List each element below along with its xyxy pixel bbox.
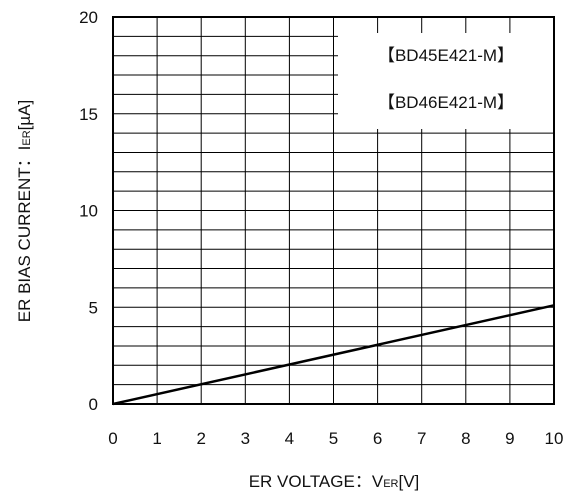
- x-tick-label: 3: [241, 429, 250, 448]
- x-tick-label: 2: [196, 429, 205, 448]
- y-tick-label: 0: [89, 395, 98, 414]
- x-tick-label: 1: [152, 429, 161, 448]
- x-tick-label: 10: [545, 429, 564, 448]
- x-tick-label: 5: [329, 429, 338, 448]
- series: [112, 304, 555, 406]
- legend-item-bd45e421: 【BD45E421-M】: [378, 46, 514, 65]
- series-line-0: [112, 304, 555, 406]
- x-tick-label: 0: [108, 429, 117, 448]
- y-tick-label: 5: [89, 298, 98, 317]
- x-tick-label: 4: [285, 429, 294, 448]
- y-tick-labels: 0 5 10 15 20: [79, 8, 98, 414]
- legend: 【BD45E421-M】 【BD46E421-M】: [338, 33, 554, 129]
- plot-frame: [112, 16, 555, 405]
- x-tick-label: 6: [373, 429, 382, 448]
- x-tick-labels: 0 1 2 3 4 5 6 7 8 9 10: [108, 429, 563, 448]
- legend-item-bd46e421: 【BD46E421-M】: [378, 93, 514, 112]
- y-tick-label: 15: [79, 105, 98, 124]
- legend-box: [338, 33, 554, 129]
- x-tick-label: 8: [461, 429, 470, 448]
- y-tick-label: 10: [79, 202, 98, 221]
- y-tick-label: 20: [79, 8, 98, 27]
- x-tick-label: 9: [505, 429, 514, 448]
- x-axis-title: ER VOLTAGE：VER[V]: [249, 472, 420, 491]
- y-axis-title: ER BIAS CURRENT：IER[µA]: [15, 100, 34, 323]
- x-tick-label: 7: [417, 429, 426, 448]
